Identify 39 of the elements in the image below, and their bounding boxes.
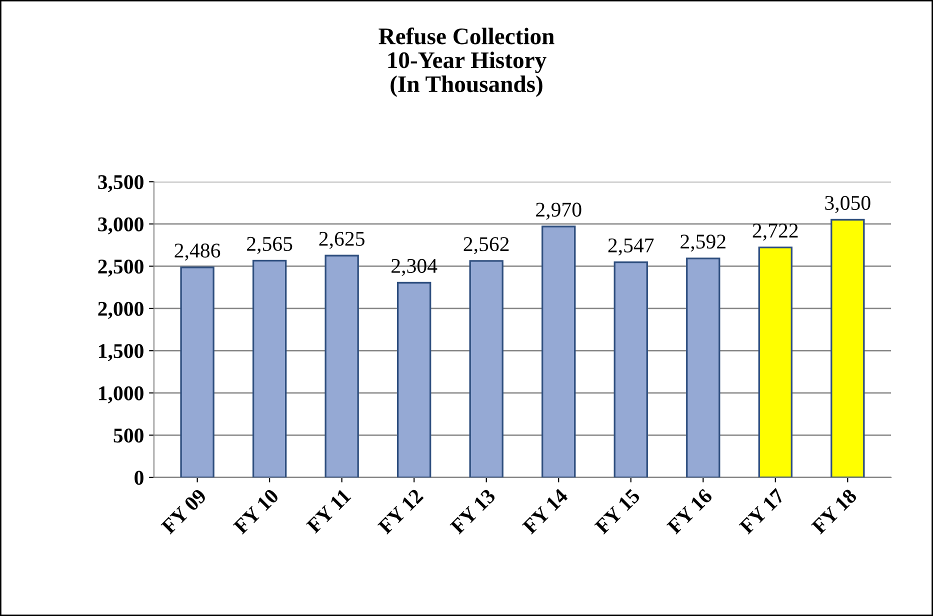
- data-label: 2,722: [752, 224, 798, 241]
- bar: [614, 261, 648, 478]
- bar: [758, 246, 792, 478]
- data-label: 2,565: [247, 236, 292, 254]
- y-tick-label: 500: [114, 428, 144, 443]
- x-tick-label: FY 13: [450, 488, 496, 535]
- x-tick-label: FY 17: [738, 488, 786, 535]
- y-tick-label: 2,500: [98, 260, 144, 277]
- bar: [396, 282, 432, 478]
- bar: [252, 260, 287, 478]
- bar: [542, 226, 576, 478]
- data-label: 3,050: [825, 196, 870, 213]
- data-label: 2,562: [464, 237, 509, 254]
- data-label: 2,486: [174, 244, 220, 261]
- bar: [686, 258, 720, 478]
- data-label: 2,304: [392, 258, 438, 276]
- y-tick-label: 3,000: [98, 217, 144, 234]
- x-tick-label: FY 14: [522, 488, 569, 535]
- chart-title: Refuse Collection 10-Year History (In Thousands): [378, 27, 554, 97]
- y-tick-label: 1,000: [99, 386, 144, 404]
- x-tick-label: FY 12: [377, 488, 424, 535]
- y-tick-label: 1,500: [99, 344, 144, 362]
- x-tick-label: FY 18: [810, 488, 858, 535]
- x-tick-label: FY 10: [232, 488, 280, 535]
- data-label: 2,547: [608, 238, 654, 256]
- x-tick-label: FY 09: [160, 488, 208, 535]
- x-tick-label: FY 15: [594, 488, 641, 535]
- bar: [324, 254, 359, 478]
- x-tick-label: FY 11: [306, 488, 352, 534]
- bar: [180, 266, 214, 478]
- y-tick-label: 3,500: [98, 175, 144, 192]
- data-label: 2,970: [536, 202, 582, 220]
- bar: [469, 260, 504, 478]
- data-label: 2,625: [319, 232, 364, 249]
- data-label: 2,592: [680, 234, 726, 252]
- y-tick-label: 2,000: [98, 302, 144, 319]
- y-tick-label: 0: [134, 470, 144, 485]
- bar: [830, 218, 865, 478]
- x-tick-label: FY 16: [666, 488, 714, 535]
